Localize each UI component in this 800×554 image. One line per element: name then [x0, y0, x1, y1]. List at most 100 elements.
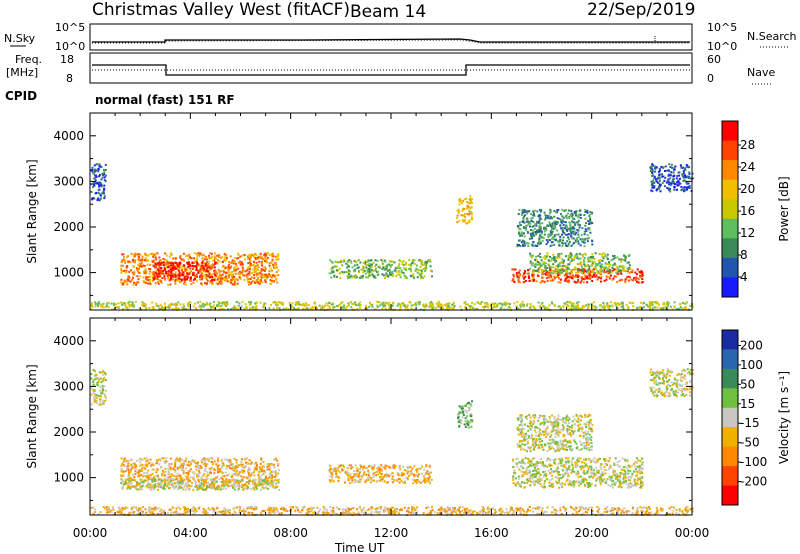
- heatmap-cell: [371, 479, 374, 482]
- heatmap-cell: [659, 190, 662, 193]
- heatmap-cell: [247, 262, 250, 265]
- heatmap-cell: [135, 283, 138, 286]
- heatmap-cell: [279, 301, 282, 304]
- heatmap-cell: [518, 273, 521, 276]
- heatmap-cell: [266, 462, 269, 465]
- heatmap-cell: [668, 169, 671, 172]
- heatmap-cell: [197, 478, 199, 481]
- heatmap-cell: [467, 201, 470, 204]
- heatmap-cell: [540, 208, 542, 211]
- heatmap-cell: [590, 270, 593, 273]
- heatmap-cell: [196, 465, 199, 468]
- heatmap-cell: [637, 281, 640, 284]
- heatmap-cell: [275, 262, 278, 265]
- heatmap-cell: [157, 488, 159, 491]
- heatmap-cell: [397, 302, 400, 305]
- heatmap-cell: [219, 301, 222, 304]
- heatmap-cell: [399, 267, 402, 270]
- heatmap-cell: [181, 464, 184, 467]
- heatmap-cell: [221, 465, 224, 467]
- heatmap-cell: [551, 279, 554, 282]
- heatmap-cell: [375, 480, 378, 483]
- heatmap-cell: [172, 272, 175, 275]
- heatmap-cell: [385, 302, 387, 305]
- heatmap-cell: [519, 305, 522, 308]
- heatmap-cell: [175, 275, 178, 278]
- heatmap-cell: [621, 265, 624, 268]
- heatmap-cell: [199, 304, 202, 307]
- heatmap-cell: [384, 307, 387, 310]
- heatmap-cell: [131, 258, 134, 261]
- heatmap-cell: [91, 305, 94, 308]
- heatmap-cell: [609, 305, 611, 308]
- heatmap-cell: [148, 281, 151, 284]
- heatmap-cell: [652, 179, 655, 182]
- heatmap-cell: [658, 167, 661, 170]
- heatmap-cell: [651, 171, 654, 174]
- heatmap-cell: [216, 470, 219, 473]
- heatmap-cell: [413, 262, 416, 265]
- heatmap-cell: [549, 279, 552, 282]
- heatmap-cell: [135, 253, 138, 256]
- heatmap-cell: [610, 271, 613, 274]
- heatmap-cell: [164, 267, 167, 270]
- heatmap-cell: [339, 277, 342, 280]
- heatmap-cell: [98, 188, 101, 191]
- heatmap-cell: [569, 308, 572, 311]
- heatmap-cell: [221, 462, 224, 465]
- heatmap-cell: [103, 179, 106, 182]
- heatmap-cell: [253, 481, 256, 484]
- heatmap-cell: [607, 258, 609, 261]
- heatmap-cell: [213, 277, 216, 280]
- heatmap-cell: [604, 271, 607, 274]
- heatmap-cell: [177, 474, 180, 477]
- heatmap-cell: [238, 464, 241, 467]
- heatmap-cell: [270, 253, 273, 256]
- heatmap-cell: [103, 188, 106, 191]
- heatmap-cell: [519, 234, 522, 237]
- heatmap-cell: [148, 268, 151, 271]
- heatmap-cell: [386, 263, 389, 266]
- heatmap-cell: [566, 280, 569, 283]
- heatmap-cell: [203, 258, 206, 261]
- heatmap-cell: [588, 215, 591, 217]
- heatmap-cell: [565, 228, 568, 231]
- heatmap-cell: [563, 274, 566, 277]
- heatmap-cell: [167, 276, 169, 279]
- heatmap-cell: [127, 303, 130, 306]
- heatmap-cell: [139, 275, 142, 278]
- heatmap-cell: [100, 165, 103, 168]
- heatmap-cell: [134, 470, 137, 473]
- heatmap-cell: [572, 237, 575, 240]
- heatmap-cell: [365, 473, 368, 476]
- heatmap-cell: [533, 306, 536, 309]
- heatmap-cell: [133, 253, 136, 256]
- heatmap-cell: [205, 479, 208, 481]
- heatmap-cell: [632, 302, 635, 305]
- heatmap-cell: [333, 467, 336, 470]
- heatmap-cell: [250, 262, 252, 265]
- heatmap-cell: [132, 260, 135, 263]
- heatmap-cell: [187, 261, 190, 264]
- heatmap-cell: [586, 237, 589, 240]
- heatmap-cell: [554, 277, 556, 280]
- heatmap-cell: [265, 258, 268, 261]
- heatmap-cell: [261, 479, 264, 482]
- heatmap-cell: [667, 178, 670, 181]
- heatmap-cell: [432, 307, 435, 310]
- heatmap-cell: [393, 261, 396, 264]
- heatmap-cell: [182, 271, 185, 274]
- heatmap-cell: [122, 253, 125, 256]
- heatmap-cell: [147, 482, 150, 485]
- heatmap-cell: [258, 282, 261, 285]
- heatmap-cell: [556, 256, 559, 259]
- heatmap-cell: [554, 272, 557, 275]
- heatmap-cell: [538, 305, 541, 308]
- heatmap-cell: [542, 236, 545, 239]
- heatmap-cell: [178, 482, 181, 485]
- heatmap-cell: [367, 476, 370, 479]
- heatmap-cell: [368, 267, 371, 270]
- heatmap-cell: [121, 302, 124, 305]
- heatmap-cell: [456, 216, 459, 219]
- heatmap-cell: [412, 274, 414, 277]
